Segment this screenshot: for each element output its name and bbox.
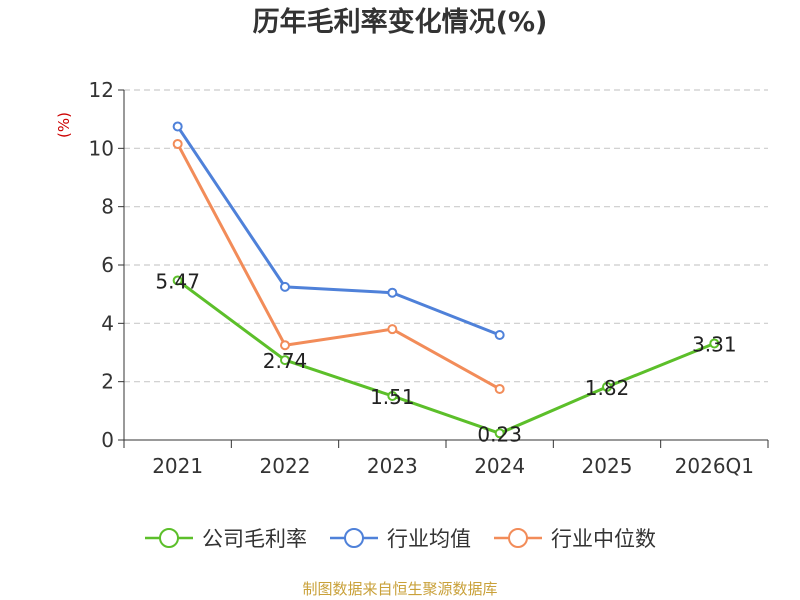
- series-line: [176, 143, 501, 391]
- legend-label: 公司毛利率: [202, 527, 307, 551]
- data-label-layer: 5.47 2.74 1.51 0.23 1.82 3.31: [155, 269, 736, 446]
- legend-item: 行业中位数: [493, 523, 656, 553]
- series-line: [176, 125, 501, 337]
- data-point: [172, 275, 183, 286]
- legend: 公司毛利率 行业均值 行业中位数: [0, 518, 800, 558]
- y-tick-label: 0: [101, 428, 114, 452]
- y-tick-label: 6: [101, 253, 114, 277]
- data-label: 2.74: [263, 349, 308, 373]
- x-tick-label: 2024: [474, 454, 525, 478]
- data-label: 3.31: [692, 332, 737, 356]
- grid-layer: [124, 89, 768, 383]
- data-point: [280, 281, 290, 292]
- y-tick-label: 10: [89, 136, 114, 160]
- data-point: [387, 324, 398, 335]
- legend-label: 行业均值: [387, 527, 471, 551]
- data-point: [280, 340, 290, 351]
- data-point: [494, 330, 505, 340]
- data-point: [494, 428, 505, 439]
- y-tick-label: 12: [89, 78, 114, 102]
- data-point: [494, 383, 505, 394]
- x-tick-label: 2021: [152, 454, 203, 478]
- series-layer: [172, 121, 720, 439]
- data-point: [387, 287, 398, 298]
- data-point: [709, 338, 720, 349]
- x-tick-label: 2023: [367, 454, 418, 478]
- legend-marker-icon: [494, 528, 542, 548]
- data-label: 1.51: [370, 385, 415, 409]
- y-tick-label: 2: [101, 370, 114, 394]
- y-axis-label: (%): [55, 112, 73, 138]
- source-note: 制图数据来自恒生聚源数据库: [302, 580, 498, 598]
- data-point: [172, 138, 183, 149]
- data-point: [280, 355, 290, 366]
- legend-item: 公司毛利率: [144, 523, 307, 553]
- data-point: [387, 390, 398, 401]
- series-line: [176, 279, 715, 435]
- legend-marker-icon: [145, 528, 193, 548]
- data-label: 1.82: [585, 376, 630, 400]
- x-tick-label: 2025: [582, 454, 633, 478]
- chart-title: 历年毛利率变化情况(%): [252, 7, 548, 38]
- legend-marker-icon: [330, 528, 378, 548]
- legend-circle: [344, 528, 364, 548]
- y-tick-label: 8: [101, 195, 114, 219]
- data-point: [172, 121, 183, 132]
- legend-circle: [508, 528, 528, 548]
- y-tick-label: 4: [101, 311, 114, 335]
- data-point: [602, 381, 612, 392]
- axis-layer: 0 2 4 6 8 10 12 2021 2022 2023 2024 2025 2026Q1 (%): [55, 78, 769, 478]
- x-tick-label: 2022: [260, 454, 311, 478]
- legend-circle: [159, 528, 179, 548]
- legend-label: 行业中位数: [551, 527, 656, 551]
- legend-item: 行业均值: [329, 523, 471, 553]
- data-label: 5.47: [155, 269, 200, 293]
- data-label: 0.23: [477, 422, 522, 446]
- x-tick-label: 2026Q1: [675, 454, 754, 478]
